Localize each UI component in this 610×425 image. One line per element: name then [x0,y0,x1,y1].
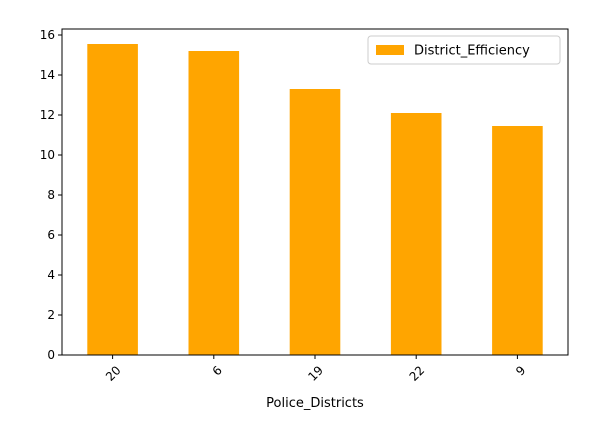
legend-box [367,35,561,65]
x-tick-label: 19 [305,363,326,384]
bar-6 [188,51,240,355]
y-tick-label: 4 [47,268,55,282]
x-axis-label: Police_Districts [266,396,364,411]
y-tick-label: 14 [40,68,55,82]
legend-swatch [376,45,404,55]
y-tick-label: 0 [47,348,55,362]
y-tick-label: 16 [40,28,55,42]
y-tick-label: 6 [47,228,55,242]
y-tick-label: 10 [40,148,55,162]
legend-label: District_Efficiency [414,44,530,59]
bar-22 [390,113,442,355]
plot-area: 0 2 4 6 8 10 12 14 16 20 6 19 22 9 Police_Districts Dis… [40,28,569,411]
x-tick-label: 22 [407,363,428,384]
bar-20 [87,44,138,355]
x-tick-label: 6 [210,363,225,378]
x-tick-label: 20 [103,363,124,384]
x-tick-label: 9 [513,363,528,378]
bar-19 [289,89,341,355]
bar-9 [492,126,543,355]
y-tick-label: 12 [40,108,55,122]
y-tick-label: 2 [47,308,55,322]
y-tick-label: 8 [47,188,55,202]
